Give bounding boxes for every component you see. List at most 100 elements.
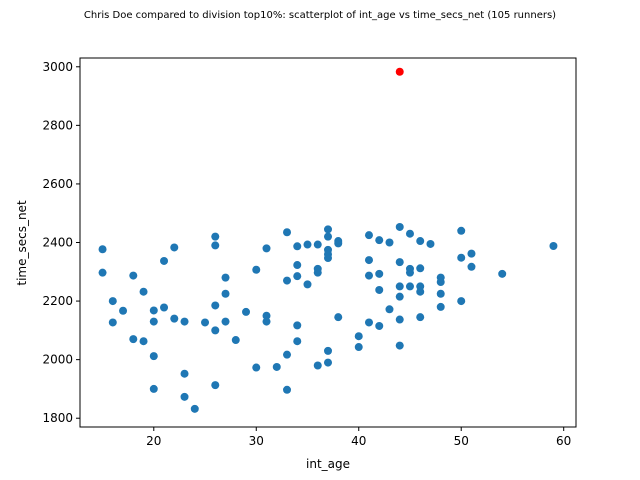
- data-point: [262, 317, 271, 326]
- data-point: [324, 232, 332, 241]
- data-point: [416, 237, 425, 246]
- chart-title: Chris Doe compared to division top10%: s…: [84, 10, 556, 21]
- y-tick-label: 1800: [42, 411, 73, 425]
- y-tick-label: 2800: [42, 118, 73, 132]
- data-point: [211, 232, 220, 241]
- data-point: [98, 268, 107, 277]
- data-point: [211, 381, 220, 390]
- data-point: [364, 318, 373, 327]
- highlight-point: [395, 67, 404, 76]
- data-point: [190, 404, 199, 413]
- data-point: [313, 240, 322, 249]
- data-point: [272, 362, 281, 371]
- data-point: [252, 265, 261, 274]
- x-tick-label: 30: [249, 434, 264, 448]
- data-point: [293, 242, 302, 251]
- data-point: [313, 361, 322, 370]
- data-point: [416, 264, 425, 273]
- data-point: [375, 321, 384, 330]
- data-point: [303, 240, 312, 249]
- y-tick-label: 3000: [42, 60, 73, 74]
- data-point: [262, 311, 271, 320]
- data-point: [149, 352, 158, 361]
- data-point: [549, 242, 558, 251]
- data-point: [293, 337, 302, 346]
- data-point: [119, 306, 128, 315]
- data-point: [457, 226, 466, 235]
- data-point: [395, 282, 404, 291]
- data-point: [436, 278, 445, 287]
- data-point: [211, 326, 220, 335]
- data-point: [354, 343, 363, 352]
- data-point: [375, 285, 384, 294]
- data-point: [436, 302, 445, 311]
- data-point: [149, 306, 158, 315]
- data-point: [395, 222, 404, 231]
- data-point: [160, 256, 169, 265]
- data-point: [170, 243, 179, 252]
- data-point: [334, 239, 343, 248]
- data-point: [385, 238, 394, 247]
- data-point: [334, 313, 343, 322]
- data-point: [293, 261, 302, 270]
- ticks-layer: 20 30 40 50 60 1800 2000 2200 2400 2600 2800 3000: [42, 60, 571, 448]
- data-point: [405, 268, 414, 277]
- data-point: [231, 336, 240, 345]
- data-point: [354, 332, 363, 341]
- data-point: [364, 256, 373, 265]
- y-tick-label: 2200: [42, 294, 73, 308]
- data-point: [98, 245, 107, 254]
- data-point: [395, 341, 404, 350]
- data-point: [108, 297, 117, 306]
- data-point: [283, 276, 292, 285]
- data-point: [139, 287, 148, 296]
- data-point: [283, 350, 292, 359]
- data-point: [170, 314, 179, 323]
- x-tick-label: 20: [146, 434, 161, 448]
- x-tick-label: 40: [351, 434, 366, 448]
- x-tick-label: 60: [556, 434, 571, 448]
- data-point: [149, 317, 158, 326]
- data-point: [467, 249, 476, 258]
- data-point: [293, 272, 302, 281]
- data-point: [375, 269, 384, 278]
- data-point: [303, 280, 312, 289]
- data-point: [324, 225, 332, 234]
- data-point: [262, 244, 271, 253]
- data-point: [221, 273, 230, 282]
- data-point: [416, 313, 425, 322]
- data-point: [129, 271, 138, 280]
- data-point: [139, 337, 148, 346]
- data-point: [405, 229, 414, 238]
- data-point: [324, 358, 332, 367]
- data-point: [436, 289, 445, 298]
- data-point: [129, 335, 138, 344]
- x-axis-label: int_age: [306, 457, 350, 471]
- data-point: [313, 268, 322, 277]
- data-point: [426, 239, 435, 248]
- data-point: [283, 228, 292, 237]
- data-point: [180, 392, 189, 401]
- data-point: [180, 369, 189, 378]
- data-point: [364, 231, 373, 240]
- data-point: [201, 318, 210, 327]
- data-point: [457, 297, 466, 306]
- data-point: [385, 305, 394, 314]
- data-point: [211, 301, 220, 310]
- data-point: [211, 241, 220, 250]
- data-point: [293, 321, 302, 330]
- y-tick-label: 2400: [42, 236, 73, 250]
- data-point: [252, 363, 261, 372]
- data-point: [364, 271, 373, 280]
- y-tick-label: 2600: [42, 177, 73, 191]
- data-point: [395, 292, 404, 301]
- data-point: [395, 258, 404, 267]
- data-point: [324, 346, 332, 355]
- data-point: [467, 262, 476, 271]
- plot-frame: [79, 57, 577, 428]
- data-point: [416, 287, 425, 296]
- data-point: [242, 307, 251, 316]
- data-point: [395, 315, 404, 324]
